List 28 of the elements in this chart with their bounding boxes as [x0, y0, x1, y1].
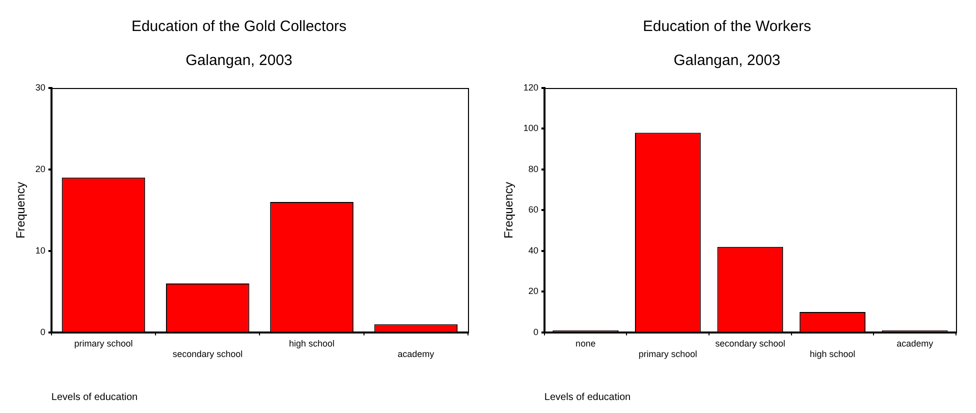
- x-tick-label: academy: [896, 338, 934, 348]
- y-tick-label: 10: [35, 245, 46, 256]
- chart-title: Education of the Gold Collectors: [131, 18, 347, 36]
- x-tick-label: academy: [398, 349, 435, 360]
- y-tick-label: 0: [40, 326, 46, 337]
- x-tick-label: secondary school: [715, 338, 786, 348]
- chart-subtitle: Galangan, 2003: [186, 52, 292, 70]
- x-axis-title: Levels of education: [51, 392, 138, 403]
- x-axis-title: Levels of education: [544, 392, 631, 403]
- y-tick-label: 120: [523, 82, 538, 92]
- y-tick-label: 20: [528, 286, 538, 296]
- y-tick-label: 0: [533, 326, 538, 337]
- chart-title: Education of the Workers: [642, 18, 812, 36]
- x-tick-label: primary school: [638, 349, 698, 360]
- x-tick-label: high school: [289, 338, 335, 348]
- y-axis-title: Frequency: [502, 182, 516, 239]
- chart-subtitle: Galangan, 2003: [674, 52, 780, 70]
- y-tick-label: 40: [528, 245, 538, 256]
- y-tick-label: 100: [523, 123, 538, 134]
- y-tick-label: 80: [528, 164, 538, 174]
- y-axis-title: Frequency: [14, 182, 28, 239]
- y-tick-label: 60: [528, 204, 538, 215]
- y-tick-label: 20: [35, 164, 46, 174]
- x-tick-label: primary school: [74, 338, 133, 348]
- x-tick-label: none: [576, 338, 596, 348]
- x-tick-label: high school: [810, 349, 856, 360]
- x-tick-label: secondary school: [172, 349, 243, 360]
- y-tick-label: 30: [35, 82, 46, 92]
